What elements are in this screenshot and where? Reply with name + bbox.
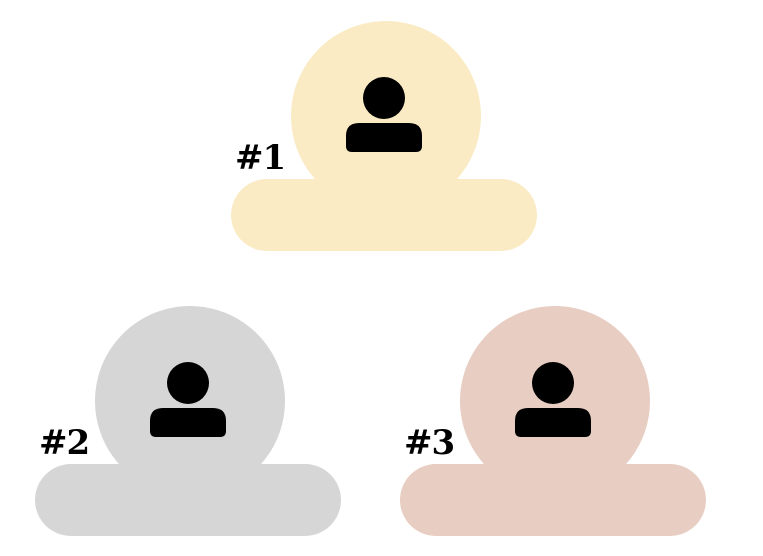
podium-third-place: #3 xyxy=(400,306,710,541)
podium-first-place: #1 xyxy=(231,21,541,256)
user-icon xyxy=(150,362,226,437)
podium-second-place: #2 xyxy=(35,306,345,541)
user-icon xyxy=(515,362,591,437)
user-icon xyxy=(346,77,422,152)
rank-label: #2 xyxy=(39,423,90,463)
rank-label: #3 xyxy=(404,423,455,463)
podium-base xyxy=(35,464,341,536)
podium-base xyxy=(400,464,706,536)
podium-base xyxy=(231,179,537,251)
rank-label: #1 xyxy=(235,138,286,178)
